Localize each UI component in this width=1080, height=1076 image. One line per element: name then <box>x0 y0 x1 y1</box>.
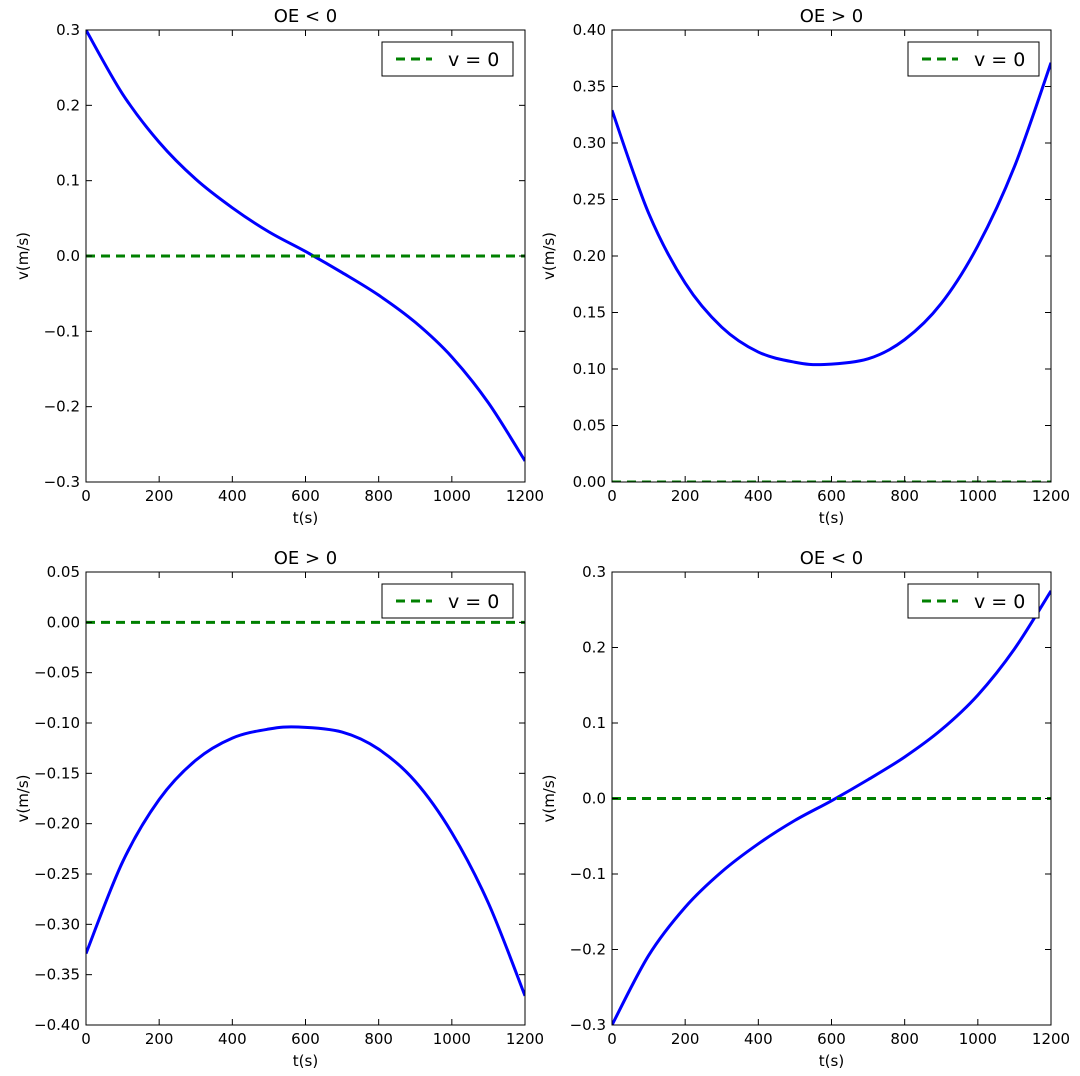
chart-title: OE < 0 <box>800 548 864 569</box>
y-tick-label: −0.3 <box>570 1016 606 1034</box>
y-tick-label: 0.0 <box>56 247 80 265</box>
y-tick-label: −0.40 <box>34 1016 80 1034</box>
y-axis-label: v(m/s) <box>540 232 558 280</box>
x-tick-label: 800 <box>890 1030 919 1048</box>
y-tick-label: 0.1 <box>56 172 80 190</box>
y-tick-label: 0.2 <box>582 639 606 657</box>
y-tick-label: −0.25 <box>34 865 80 883</box>
x-tick-label: 400 <box>218 1030 247 1048</box>
y-tick-label: −0.20 <box>34 815 80 833</box>
legend-label: v = 0 <box>974 591 1025 613</box>
x-tick-label: 0 <box>81 1030 91 1048</box>
x-tick-label: 1200 <box>1032 1030 1070 1048</box>
legend: v = 0 <box>381 41 514 77</box>
x-tick-label: 1200 <box>506 487 544 505</box>
legend: v = 0 <box>907 583 1040 619</box>
y-tick-label: −0.15 <box>34 764 80 782</box>
legend-box <box>907 41 1040 77</box>
y-axis-label: v(m/s) <box>14 232 32 280</box>
x-tick-label: 600 <box>291 1030 320 1048</box>
x-tick-label: 0 <box>607 487 617 505</box>
y-tick-label: −0.1 <box>570 865 606 883</box>
velocity-curve <box>612 590 1051 1025</box>
y-tick-label: −0.10 <box>34 714 80 732</box>
x-tick-label: 800 <box>890 487 919 505</box>
x-tick-label: 800 <box>364 487 393 505</box>
x-tick-label: 400 <box>744 487 773 505</box>
x-tick-label: 600 <box>817 1030 846 1048</box>
x-tick-label: 1000 <box>433 1030 471 1048</box>
x-tick-label: 1200 <box>1032 487 1070 505</box>
x-tick-label: 400 <box>218 487 247 505</box>
legend-label: v = 0 <box>448 591 499 613</box>
axes-frame <box>611 29 1052 483</box>
x-tick-label: 200 <box>145 1030 174 1048</box>
y-tick-label: −0.1 <box>44 322 80 340</box>
chart-panel-1: 0 200 400 600 800 1000 1200 −0.3 −0.2 −0.1 0.0 0.1 0… <box>14 6 544 527</box>
x-tick-label: 800 <box>364 1030 393 1048</box>
y-tick-label: −0.35 <box>34 966 80 984</box>
y-tick-label: 0.15 <box>573 304 606 322</box>
x-tick-label: 1000 <box>959 487 997 505</box>
y-axis-label: v(m/s) <box>540 774 558 822</box>
y-tick-label: −0.3 <box>44 473 80 491</box>
x-tick-label: 400 <box>744 1030 773 1048</box>
y-tick-label: 0.05 <box>573 417 606 435</box>
y-tick-label: 0.00 <box>573 473 606 491</box>
x-axis-label: t(s) <box>819 1052 844 1070</box>
legend-label: v = 0 <box>974 49 1025 71</box>
axes-frame <box>85 571 526 1026</box>
chart-title: OE < 0 <box>274 6 338 27</box>
y-tick-label: 0.1 <box>582 714 606 732</box>
y-tick-label: 0.20 <box>573 247 606 265</box>
legend-label: v = 0 <box>448 49 499 71</box>
velocity-curve <box>86 30 525 462</box>
velocity-curve <box>86 725 525 997</box>
x-tick-label: 1000 <box>433 487 471 505</box>
y-tick-label: 0.25 <box>573 191 606 209</box>
y-axis-label: v(m/s) <box>14 774 32 822</box>
x-axis-label: t(s) <box>819 509 844 527</box>
y-tick-label: 0.2 <box>56 96 80 114</box>
chart-panel-4: 0 200 400 600 800 1000 1200 −0.3 −0.2 −0.1 0.0 0.1 0… <box>540 548 1070 1070</box>
y-tick-label: 0.05 <box>47 563 80 581</box>
y-tick-label: 0.3 <box>582 563 606 581</box>
y-tick-label: 0.35 <box>573 78 606 96</box>
chart-title: OE > 0 <box>274 548 338 569</box>
x-axis-label: t(s) <box>293 1052 318 1070</box>
y-tick-label: −0.2 <box>570 941 606 959</box>
y-tick-label: 0.10 <box>573 360 606 378</box>
legend: v = 0 <box>907 41 1040 77</box>
x-tick-label: 1000 <box>959 1030 997 1048</box>
x-tick-label: 0 <box>607 1030 617 1048</box>
y-tick-label: −0.30 <box>34 915 80 933</box>
y-tick-label: 0.40 <box>573 21 606 39</box>
y-tick-label: 0.00 <box>47 613 80 631</box>
x-tick-label: 200 <box>671 1030 700 1048</box>
chart-title: OE > 0 <box>800 6 864 27</box>
velocity-curve <box>612 62 1051 367</box>
y-tick-label: −0.2 <box>44 398 80 416</box>
chart-panel-3: 0 200 400 600 800 1000 1200 −0.40 −0.35 −0.30 −0.2… <box>14 548 544 1070</box>
x-tick-label: 200 <box>145 487 174 505</box>
x-tick-label: 600 <box>817 487 846 505</box>
y-tick-label: −0.05 <box>34 664 80 682</box>
chart-panel-2: 0 200 400 600 800 1000 1200 0.00 0.05 0.10 0.15 0.2… <box>540 6 1070 527</box>
x-axis-label: t(s) <box>293 509 318 527</box>
x-tick-label: 0 <box>81 487 91 505</box>
legend: v = 0 <box>381 583 514 619</box>
x-tick-label: 200 <box>671 487 700 505</box>
y-tick-label: 0.0 <box>582 790 606 808</box>
x-tick-label: 600 <box>291 487 320 505</box>
y-tick-label: 0.3 <box>56 21 80 39</box>
y-tick-label: 0.30 <box>573 134 606 152</box>
x-tick-label: 1200 <box>506 1030 544 1048</box>
